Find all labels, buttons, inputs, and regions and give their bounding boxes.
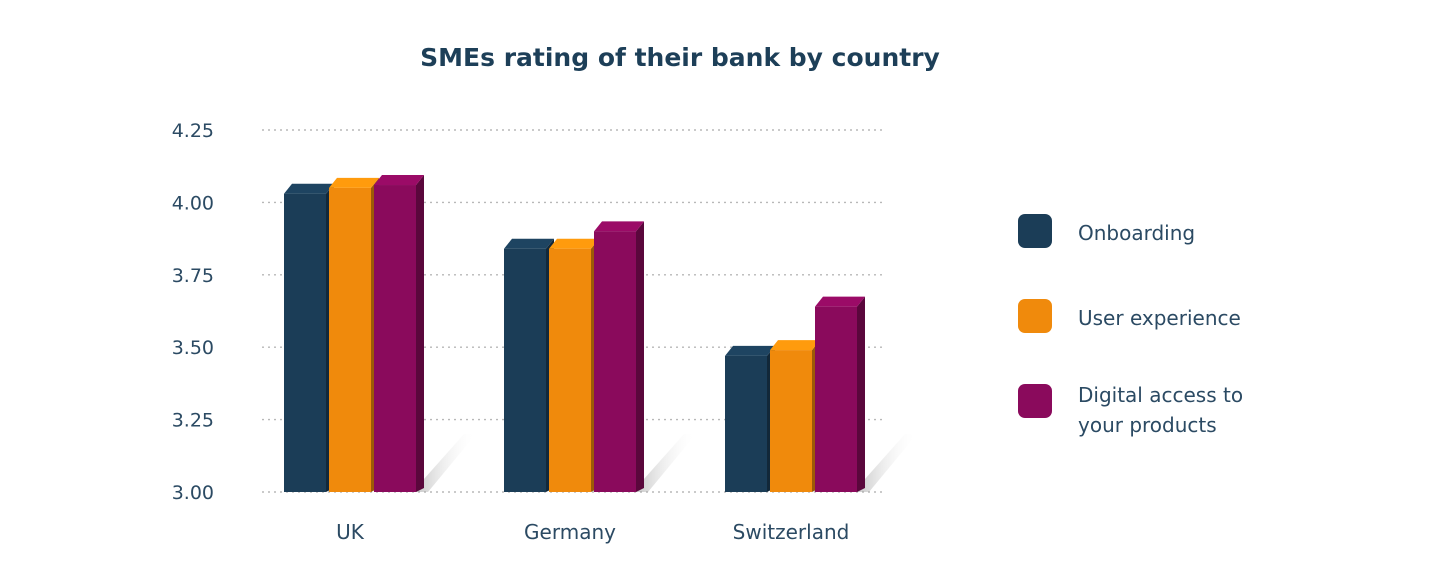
bar-side [857,296,865,492]
bar-front [815,306,857,492]
y-axis-ticks: 4.25 4.00 3.75 3.50 3.25 3.00 [172,120,214,504]
bar-top [815,296,865,307]
bar-germany-user-experience [549,238,599,492]
x-tick-label-uk: UK [336,520,365,544]
bar-front [549,248,591,492]
legend-label-onboarding: Onboarding [1078,221,1196,245]
bar-top [549,238,599,249]
bar-switzerland-onboarding [725,345,775,492]
bars [284,175,865,493]
bar-shadows [416,434,917,492]
bar-front [284,193,326,492]
bar-switzerland-digital-access-to-your-products [815,296,865,492]
bar-shadow [636,434,696,492]
legend-item-user-experience: User experience [1018,299,1278,333]
bar-front [725,355,767,492]
y-tick-label: 3.25 [172,410,214,432]
legend-swatch-digital-access [1018,384,1052,418]
legend-item-onboarding: Onboarding [1018,214,1278,248]
bar-top [329,177,379,188]
legend-swatch-user-experience [1018,299,1052,333]
x-axis-labels: UK Germany Switzerland [336,520,849,544]
bar-shadow [416,434,476,492]
bar-front [594,231,636,493]
y-tick-label: 4.25 [172,120,214,142]
bar-top [725,345,775,356]
y-tick-label: 3.50 [172,337,214,359]
bar-uk-digital-access-to-your-products [374,175,424,493]
bar-top [594,221,644,232]
bar-uk-onboarding [284,183,334,492]
bar-front [329,187,371,493]
legend-item-digital-access: Digital access to your products [1018,383,1278,440]
bar-top [504,238,554,249]
bar-front [770,350,812,492]
bar-germany-digital-access-to-your-products [594,221,644,493]
x-tick-label-germany: Germany [524,520,616,544]
bar-top [284,183,334,194]
bar-top [374,175,424,186]
bar-top [770,340,820,351]
chart-title: SMEs rating of their bank by country [420,43,940,72]
bar-side [636,221,644,493]
bar-front [374,185,416,493]
bar-side [416,175,424,493]
legend-swatch-onboarding [1018,214,1052,248]
bar-front [504,248,546,492]
legend-label-digital-access: Digital access to your products [1078,383,1244,437]
bar-shadow [857,434,917,492]
y-tick-label: 4.00 [172,192,214,214]
y-tick-label: 3.00 [172,482,214,504]
bar-switzerland-user-experience [770,340,820,492]
bar-uk-user-experience [329,177,379,493]
x-tick-label-switzerland: Switzerland [733,520,850,544]
legend-label-user-experience: User experience [1078,306,1241,330]
bar-germany-onboarding [504,238,554,492]
y-tick-label: 3.75 [172,265,214,287]
